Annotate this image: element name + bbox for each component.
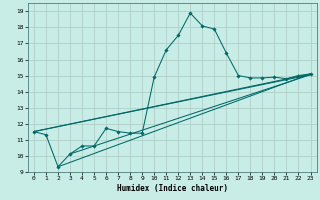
X-axis label: Humidex (Indice chaleur): Humidex (Indice chaleur) <box>117 184 228 193</box>
